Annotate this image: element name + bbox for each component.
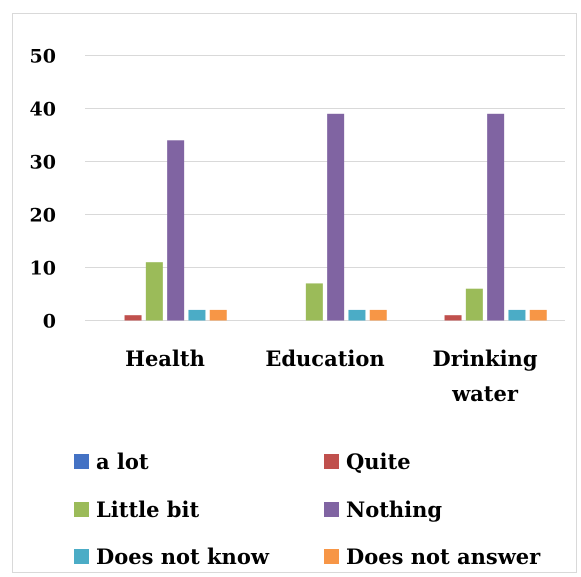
y-tick-label: 20 [30, 205, 56, 227]
legend-swatch [74, 502, 89, 517]
y-tick-label: 30 [30, 152, 56, 174]
x-category-label: Health [125, 346, 205, 371]
legend-label: Does not know [96, 544, 270, 569]
bar-does-not-know [348, 309, 366, 321]
y-tick-label: 50 [30, 46, 56, 68]
bar-little-bit [145, 262, 163, 321]
y-axis-tick-labels: 0 10 20 30 40 50 [30, 46, 56, 333]
legend-swatch [324, 454, 339, 469]
gridlines [85, 55, 565, 321]
legend-label: Nothing [346, 497, 442, 522]
bars [124, 113, 547, 321]
bar-nothing [487, 113, 505, 321]
bar-quite [124, 315, 142, 321]
legend-swatch [74, 454, 89, 469]
y-tick-label: 40 [30, 99, 56, 121]
bar-does-not-answer [529, 309, 547, 321]
y-tick-label: 0 [43, 311, 56, 333]
x-axis-category-labels: Health Education Drinking water [125, 346, 538, 406]
bar-does-not-know [508, 309, 526, 321]
x-category-label: Education [265, 346, 384, 371]
legend-swatch [324, 549, 339, 564]
legend: a lot Quite Little bit Nothing Does not know… [74, 449, 541, 569]
bar-does-not-answer [369, 309, 387, 321]
bar-nothing [327, 113, 345, 321]
legend-label: Does not answer [346, 544, 541, 569]
legend-swatch [324, 502, 339, 517]
y-tick-label: 10 [30, 258, 56, 280]
bar-nothing [167, 140, 185, 321]
legend-label: a lot [96, 449, 149, 474]
legend-label: Quite [346, 449, 411, 474]
x-category-label: Drinking [433, 346, 538, 371]
legend-swatch [74, 549, 89, 564]
bar-little-bit [465, 288, 483, 321]
bar-quite [444, 315, 462, 321]
legend-label: Little bit [96, 497, 199, 522]
bar-little-bit [305, 283, 323, 321]
bar-does-not-know [188, 309, 206, 321]
x-category-label: water [451, 381, 519, 406]
bar-does-not-answer [209, 309, 227, 321]
